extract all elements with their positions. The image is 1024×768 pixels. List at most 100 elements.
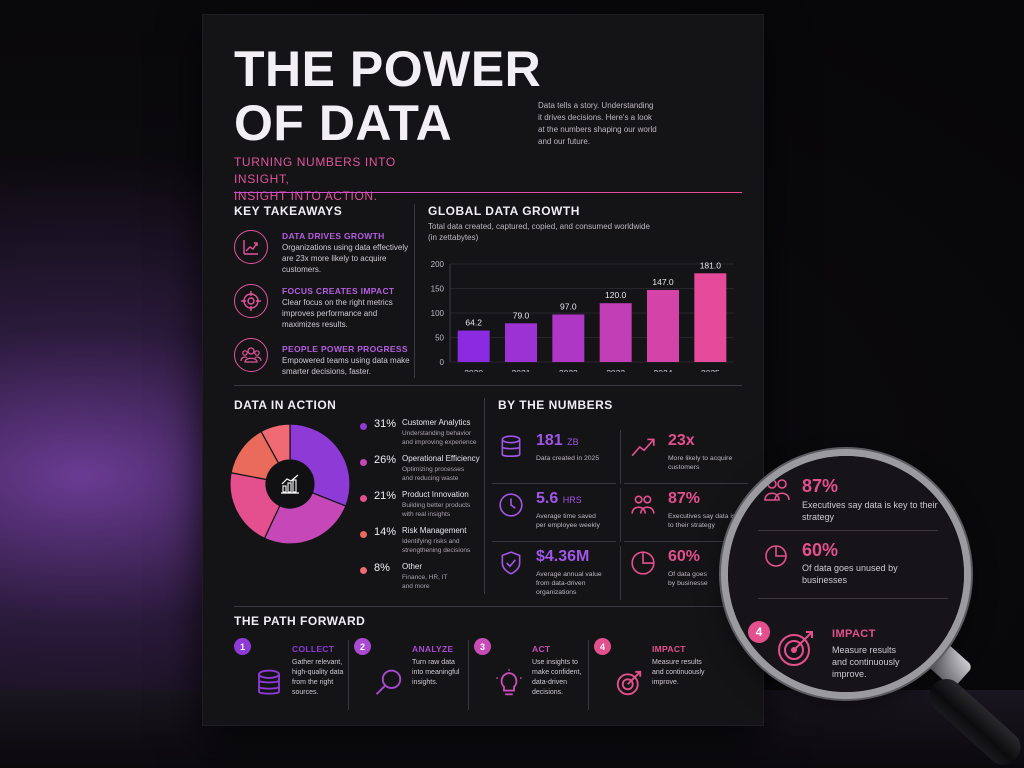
growth-subtitle: Total data created, captured, copied, an… [428, 222, 650, 242]
magnified-stat-value: 60% [802, 540, 839, 560]
header-divider [234, 192, 742, 193]
legend-dot [360, 459, 367, 466]
section-divider [484, 398, 485, 594]
bar-value-label: 64.2 [465, 318, 482, 328]
legend-description: Building better products with real insigh… [402, 501, 482, 519]
stat-desc-line: Executives say data is [668, 513, 736, 520]
x-tick-label: 2021 [512, 368, 531, 372]
legend-dot [360, 567, 367, 574]
takeaway-text: Empowered teams using data make smarter … [282, 356, 410, 376]
stat-value: 60% [668, 548, 701, 565]
stat-value-row: $4.36M [536, 548, 589, 566]
section-divider [234, 606, 742, 607]
data-in-action-title: DATA IN ACTION [234, 398, 337, 412]
target-arrow-icon [614, 668, 644, 703]
legend-label: Operational Efficiency [402, 454, 480, 463]
legend-desc-line: Finance, HR, IT [402, 574, 448, 581]
stat-description: Executives say data is to their strategy [668, 512, 750, 530]
path-step: 1 COLLECT Gather relevant, high-quality da… [232, 634, 350, 716]
donut-slice [260, 423, 291, 464]
step-divider [588, 640, 589, 710]
stat-value-row: 5.6 HRS [536, 490, 582, 508]
stat-description: Data created in 2025 [536, 454, 618, 463]
stat-card: $4.36M Average annual value from data-dri… [492, 546, 621, 602]
bar-value-label: 181.0 [700, 260, 722, 270]
legend-percent: 31% [374, 418, 397, 430]
database-icon [498, 434, 524, 465]
legend-description: Optimizing processes and reducing waste [402, 465, 482, 483]
magnifier-icon [374, 668, 404, 703]
step-number: 3 [474, 638, 491, 655]
legend-desc-line: Understanding behavior [402, 430, 472, 437]
donut-slice [263, 492, 347, 545]
stat-description: Of data goes by businesse [668, 570, 750, 588]
stat-desc-line: customers [668, 464, 700, 471]
stat-desc-line: More likely to acquire [668, 455, 733, 462]
stat-desc-line: per employee weekly [536, 522, 600, 529]
y-tick-label: 50 [435, 334, 444, 343]
bar [599, 303, 632, 362]
magnified-step-heading: IMPACT [832, 628, 876, 640]
database-stack-icon [254, 668, 284, 703]
legend-percent: 21% [374, 490, 397, 502]
path-step: 2 ANALYZE Turn raw data into meaningful in… [352, 634, 470, 716]
y-tick-label: 150 [431, 285, 445, 294]
magnified-divider [758, 598, 948, 599]
stat-divider [624, 541, 748, 542]
magnified-stat-desc: Executives say data is key to their stra… [802, 500, 938, 522]
legend-item: 21% Product Innovation Building better pro… [360, 490, 478, 524]
magnified-divider [758, 530, 938, 531]
bar-value-label: 79.0 [513, 310, 530, 320]
path-steps: 1 COLLECT Gather relevant, high-quality da… [232, 634, 742, 716]
step-divider [468, 640, 469, 710]
stat-divider [624, 483, 748, 484]
target-crosshair-icon [234, 284, 268, 318]
x-tick-label: 2023 [606, 368, 625, 372]
path-step: 3 ACT Use insights to make confident, data… [472, 634, 590, 716]
magnifier-lens: 87% Executives say data is key to their … [728, 456, 964, 692]
subtitle-line-1: TURNING NUMBERS INTO INSIGHT, [234, 155, 396, 186]
infographic-poster: THE POWER OF DATA TURNING NUMBERS INTO I… [202, 14, 764, 726]
step-heading: ANALYZE [412, 644, 454, 654]
stat-card: 5.6 HRS Average time saved per employee we… [492, 488, 621, 544]
bar-value-label: 147.0 [652, 277, 674, 287]
takeaway-heading: DATA DRIVES GROWTH [282, 231, 385, 241]
donut-slice [229, 472, 281, 540]
legend-desc-line: Building better products [402, 502, 471, 509]
target-arrow-icon [774, 626, 818, 670]
stat-value-row: 23x [668, 432, 695, 450]
stat-description: More likely to acquire customers [668, 454, 750, 472]
legend-dot [360, 495, 367, 502]
pie-chart-icon [630, 550, 656, 581]
stat-description: Average annual value from data-driven orga… [536, 570, 618, 597]
legend-description: Understanding behavior and improving expe… [402, 429, 482, 447]
stat-value: 181 [536, 432, 563, 449]
stats-grid: 181 ZB Data created in 2025 23x More likel… [492, 414, 748, 600]
y-tick-label: 0 [440, 358, 445, 367]
legend-item: 14% Risk Management Identifying risks and s… [360, 526, 478, 560]
magnified-step-number: 4 [748, 621, 770, 643]
step-heading: ACT [532, 644, 551, 654]
legend-desc-line: Optimizing processes [402, 466, 465, 473]
stat-card: 181 ZB Data created in 2025 [492, 430, 621, 486]
magnified-stat-desc: Of data goes unused by businesses [802, 563, 898, 585]
stat-divider [620, 430, 621, 484]
growth-bar-chart: 0 50 100 150 200 64.2 2020 79.0 2021 97.0 2022 120.… [431, 260, 734, 372]
stat-desc-line: Average annual value [536, 571, 602, 578]
legend-desc-line: and improving experience [402, 439, 477, 446]
x-tick-label: 2025 [701, 368, 720, 372]
stat-value: 23x [668, 432, 695, 449]
y-tick-label: 200 [431, 260, 445, 269]
stat-value: $4.36M [536, 548, 590, 565]
stat-description: Average time saved per employee weekly [536, 512, 618, 530]
subtitle-line-2: INSIGHT INTO ACTION. [234, 189, 378, 203]
bar [505, 323, 537, 362]
takeaway-text: Organizations using data effectively are… [282, 243, 409, 274]
growth-chart-icon [234, 230, 268, 264]
stat-desc-line: by businesse [668, 580, 708, 587]
step-heading: IMPACT [652, 644, 686, 654]
title-line-1: THE POWER [234, 41, 542, 97]
intro-text: Data tells a story. Understanding it dri… [538, 101, 657, 146]
team-icon [762, 476, 792, 504]
bar [694, 273, 727, 362]
